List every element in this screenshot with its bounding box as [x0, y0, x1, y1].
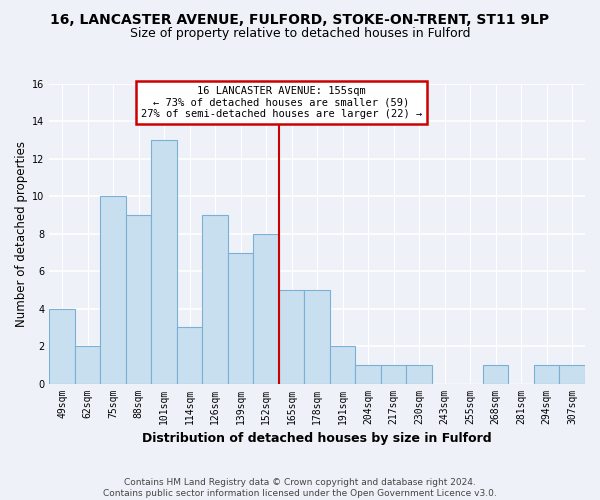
- Bar: [483, 365, 508, 384]
- Bar: [279, 290, 304, 384]
- Text: 16, LANCASTER AVENUE, FULFORD, STOKE-ON-TRENT, ST11 9LP: 16, LANCASTER AVENUE, FULFORD, STOKE-ON-…: [50, 12, 550, 26]
- Bar: [177, 328, 202, 384]
- Bar: [355, 365, 381, 384]
- Bar: [228, 252, 253, 384]
- Y-axis label: Number of detached properties: Number of detached properties: [15, 141, 28, 327]
- Bar: [253, 234, 279, 384]
- Text: Contains HM Land Registry data © Crown copyright and database right 2024.
Contai: Contains HM Land Registry data © Crown c…: [103, 478, 497, 498]
- Bar: [406, 365, 432, 384]
- Bar: [151, 140, 177, 384]
- Bar: [559, 365, 585, 384]
- X-axis label: Distribution of detached houses by size in Fulford: Distribution of detached houses by size …: [142, 432, 492, 445]
- Bar: [304, 290, 330, 384]
- Bar: [330, 346, 355, 384]
- Bar: [75, 346, 100, 384]
- Bar: [534, 365, 559, 384]
- Bar: [126, 215, 151, 384]
- Bar: [381, 365, 406, 384]
- Bar: [202, 215, 228, 384]
- Bar: [49, 308, 75, 384]
- Text: Size of property relative to detached houses in Fulford: Size of property relative to detached ho…: [130, 28, 470, 40]
- Bar: [100, 196, 126, 384]
- Text: 16 LANCASTER AVENUE: 155sqm
← 73% of detached houses are smaller (59)
27% of sem: 16 LANCASTER AVENUE: 155sqm ← 73% of det…: [141, 86, 422, 119]
